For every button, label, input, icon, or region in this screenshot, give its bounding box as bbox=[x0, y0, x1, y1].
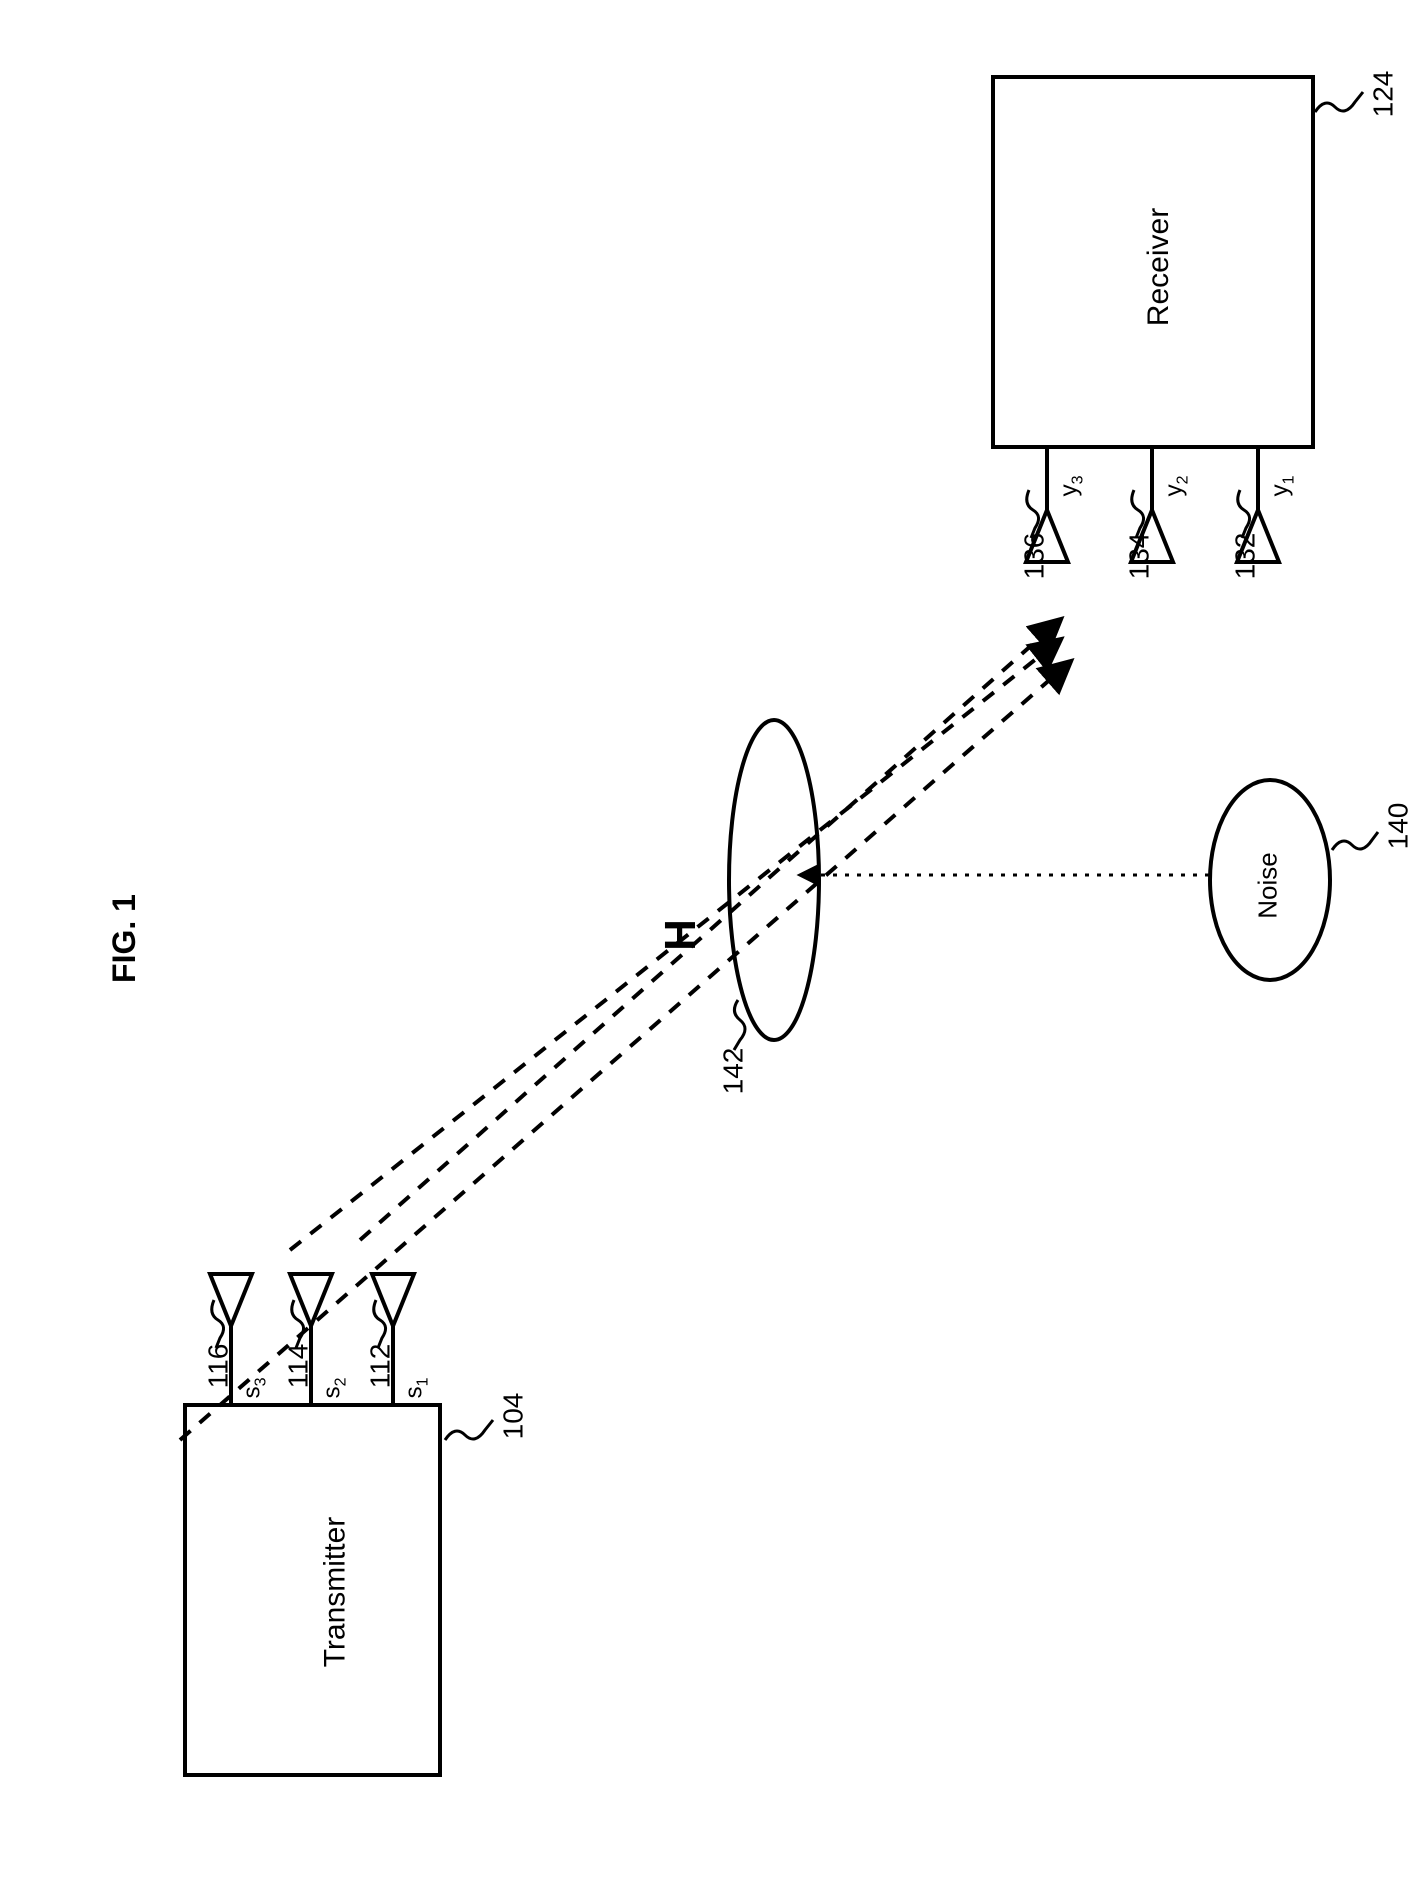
ref-134: 134 bbox=[1123, 533, 1155, 580]
channel-path-1 bbox=[360, 620, 1060, 1240]
ref-124: 124 bbox=[1367, 71, 1399, 118]
sig-s1: s1 bbox=[401, 1377, 433, 1398]
diagram-svg bbox=[0, 0, 1422, 1885]
ref-132: 132 bbox=[1229, 533, 1261, 580]
figure-canvas: Transmitter Receiver Noise 104 124 140 1… bbox=[0, 0, 1422, 1885]
ref-114: 114 bbox=[282, 1344, 314, 1389]
ref-104: 104 bbox=[497, 1393, 529, 1440]
sig-y2: y2 bbox=[1161, 475, 1193, 496]
receiver-label: Receiver bbox=[1142, 208, 1176, 326]
ref-116: 116 bbox=[202, 1344, 234, 1389]
sig-y3: y3 bbox=[1056, 475, 1088, 496]
squiggle-104 bbox=[445, 1420, 493, 1440]
channel-ellipse bbox=[729, 720, 819, 1040]
figure-label: FIG. 1 bbox=[106, 894, 143, 983]
channel-H-label: H bbox=[656, 919, 706, 951]
sig-y1: y1 bbox=[1267, 475, 1299, 496]
squiggle-140 bbox=[1332, 832, 1378, 850]
squiggle-142 bbox=[734, 1000, 745, 1050]
sig-s3: s3 bbox=[239, 1377, 271, 1398]
ref-142: 142 bbox=[717, 1048, 749, 1095]
ref-136: 136 bbox=[1018, 533, 1050, 580]
transmitter-box bbox=[185, 1405, 440, 1775]
ref-112: 112 bbox=[364, 1344, 396, 1389]
sig-s2: s2 bbox=[319, 1377, 351, 1398]
noise-label: Noise bbox=[1253, 852, 1284, 918]
transmitter-label: Transmitter bbox=[318, 1517, 352, 1668]
ref-140: 140 bbox=[1382, 803, 1414, 850]
squiggle-124 bbox=[1315, 92, 1363, 112]
